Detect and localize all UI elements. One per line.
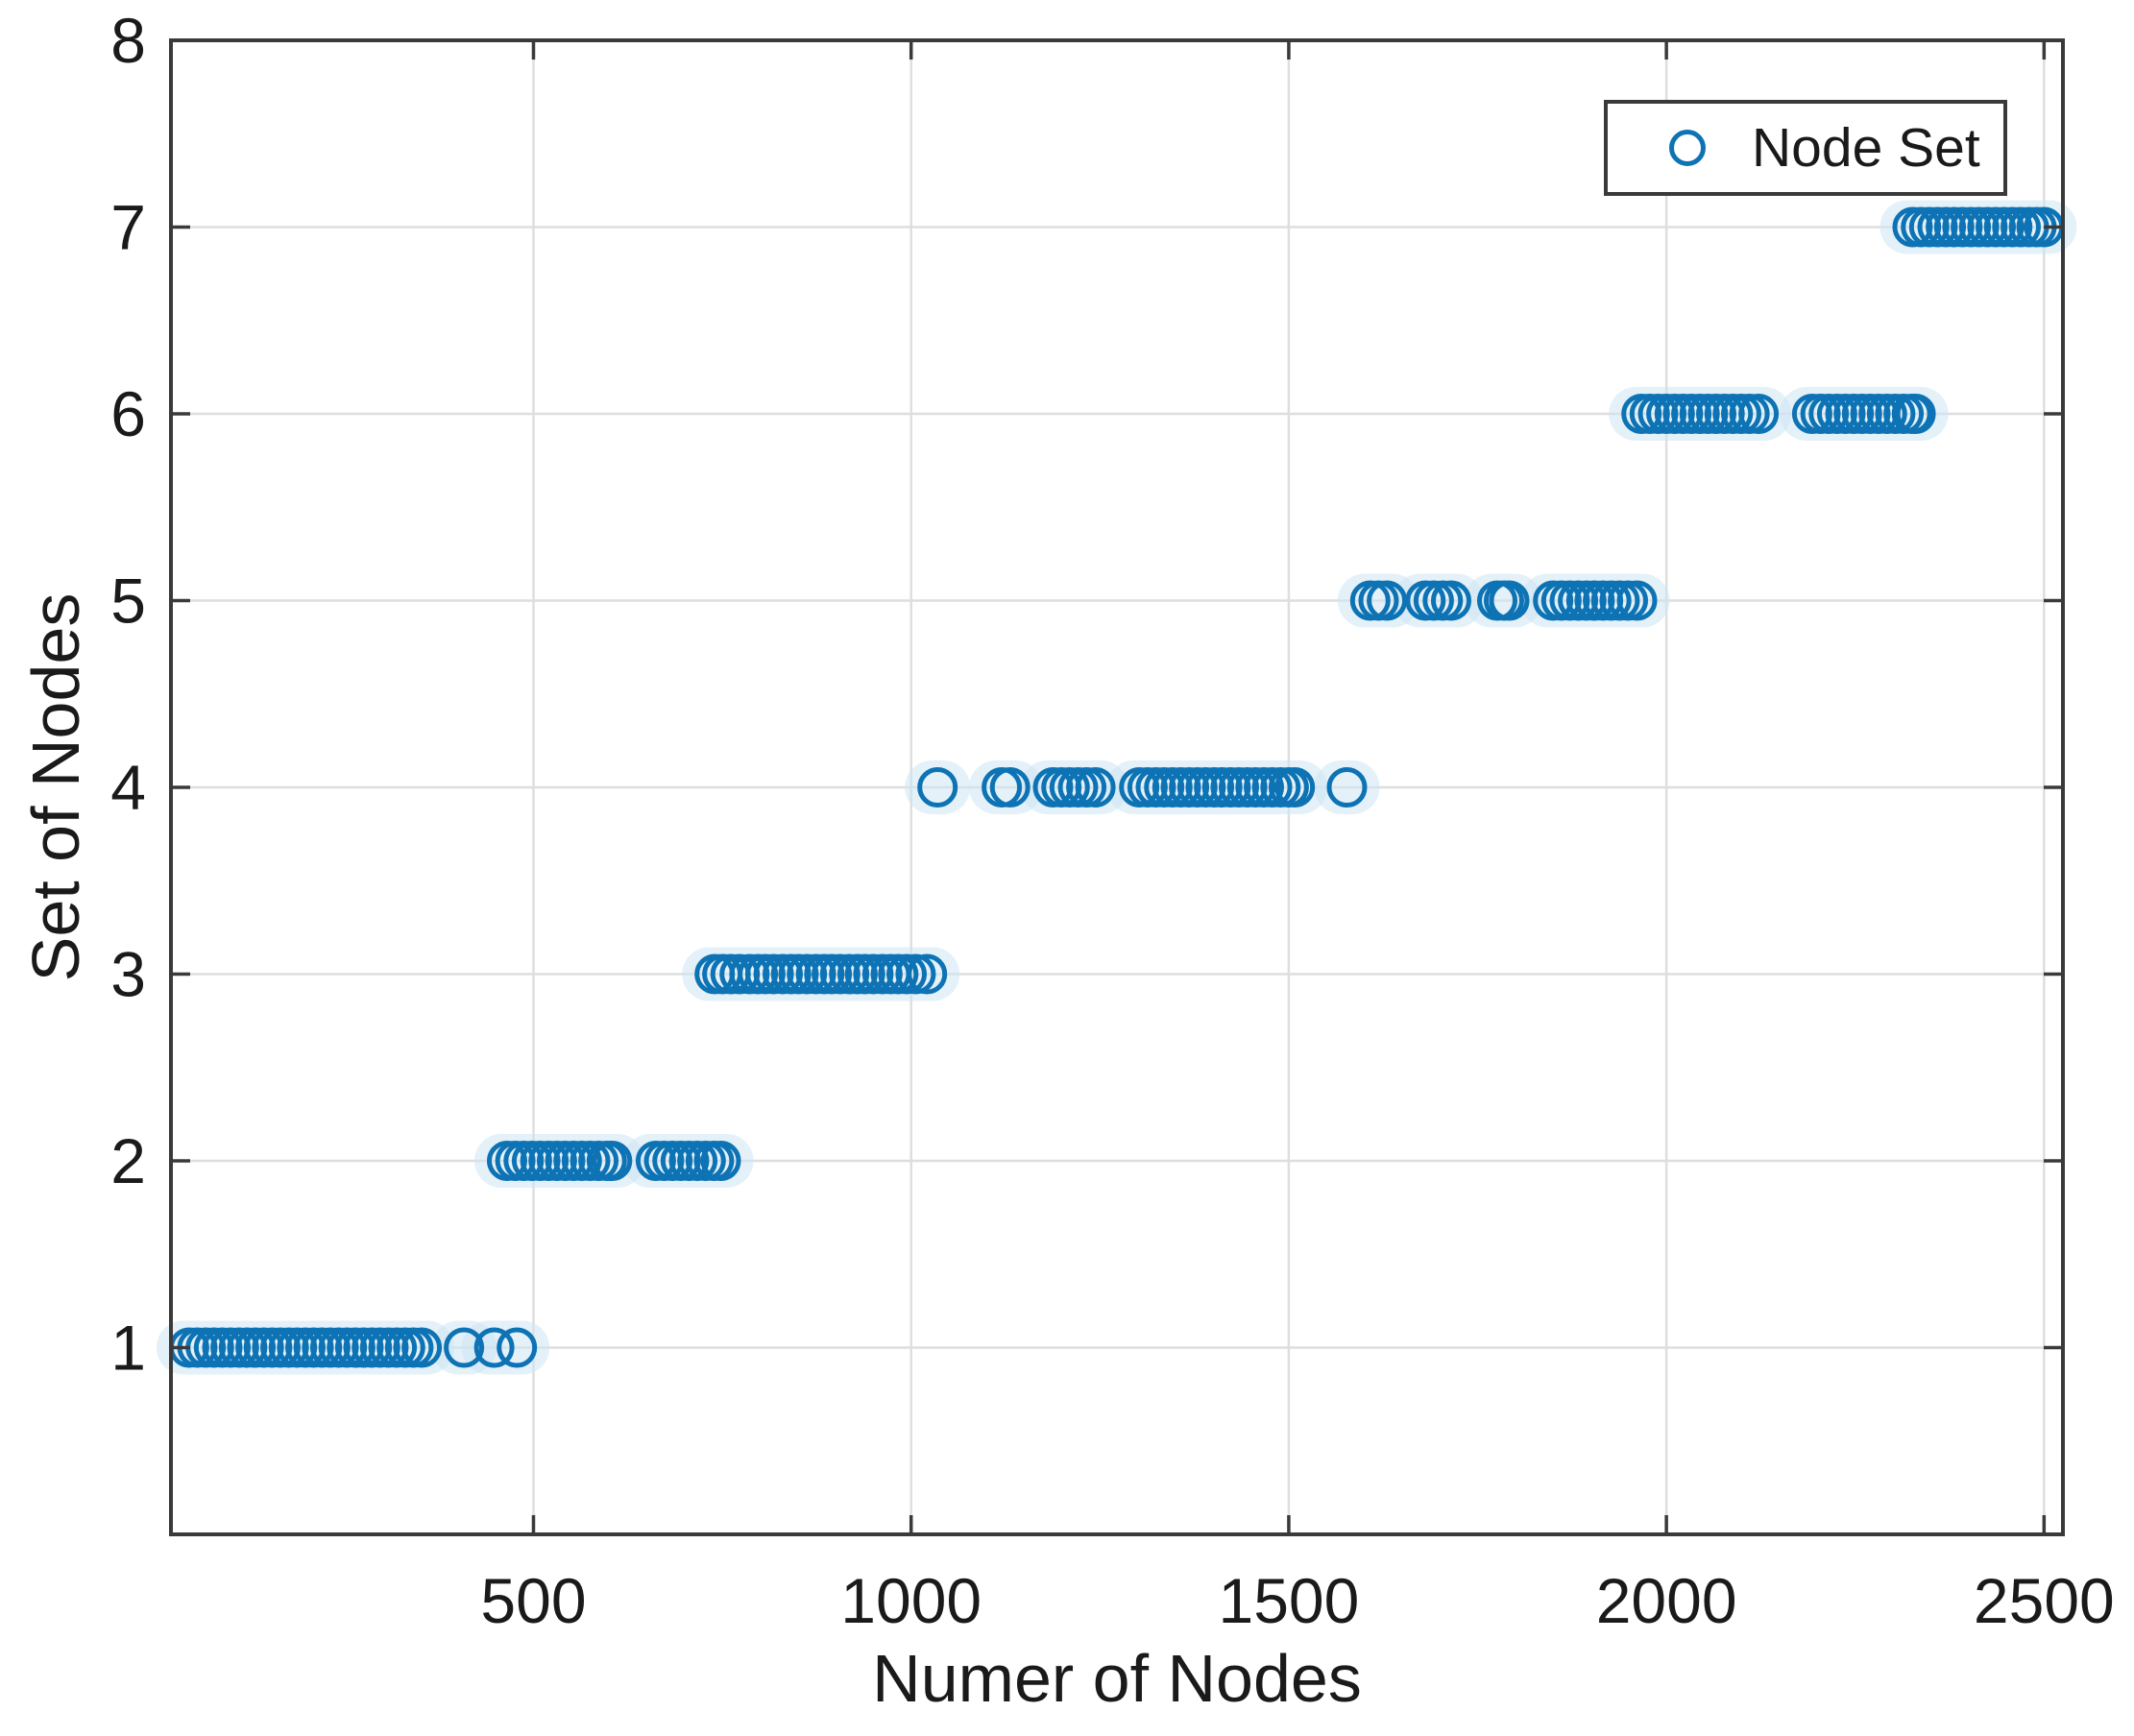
data-point-marker xyxy=(1326,767,1368,808)
data-point-marker xyxy=(895,953,936,995)
band-y6 xyxy=(1621,394,1936,434)
y-tick-labels: 1 2 3 4 5 6 7 8 xyxy=(110,5,146,1384)
data-point-marker xyxy=(1738,394,1780,434)
y-tick-label: 5 xyxy=(110,566,146,637)
legend: Node Set xyxy=(1604,100,2007,196)
y-tick-label: 1 xyxy=(110,1313,146,1384)
band-y4 xyxy=(917,767,1368,808)
y-axis-label: Set of Nodes xyxy=(18,593,93,982)
y-tick-label: 2 xyxy=(110,1125,146,1196)
data-point-marker xyxy=(1616,580,1658,621)
legend-label: Node Set xyxy=(1752,116,1980,179)
y-tick-label: 6 xyxy=(110,378,146,449)
x-tick-labels: 500 1000 1500 2000 2500 xyxy=(480,1565,2114,1636)
data-point-marker xyxy=(592,1141,633,1181)
y-tick-label: 3 xyxy=(110,939,146,1010)
y-tick-label: 7 xyxy=(110,192,146,263)
band-y5 xyxy=(1349,580,1658,621)
data-point-marker xyxy=(1489,580,1530,621)
data-point-marker xyxy=(401,1327,443,1368)
data-point-marker xyxy=(1895,394,1936,434)
y-tick-label: 4 xyxy=(110,752,146,823)
data-point-marker xyxy=(444,1327,485,1368)
x-tick-label: 500 xyxy=(480,1565,586,1636)
x-tick-label: 1000 xyxy=(840,1565,982,1636)
band-y1 xyxy=(168,1327,538,1368)
data-point-marker xyxy=(907,953,948,995)
data-point-marker xyxy=(497,1327,538,1368)
data-point-marker xyxy=(1075,767,1116,808)
plot-render-layer: 500 1000 1500 2000 2500 1 2 3 4 5 6 7 8 xyxy=(110,5,2114,1636)
data-point-marker xyxy=(700,1141,741,1181)
y-tick-label: 8 xyxy=(110,5,146,76)
axis-ticks xyxy=(171,38,2063,1534)
x-tick-label: 2500 xyxy=(1974,1565,2115,1636)
band-y7 xyxy=(1892,206,2065,248)
data-point-marker xyxy=(917,767,958,808)
data-point-marker xyxy=(1367,580,1408,621)
legend-circle-marker-icon xyxy=(1669,130,1706,166)
data-points xyxy=(168,206,2065,1368)
band-y3 xyxy=(694,953,948,995)
band-y2 xyxy=(487,1141,741,1181)
data-point-marker xyxy=(989,767,1031,808)
data-point-marker xyxy=(1274,767,1316,808)
x-tick-label: 2000 xyxy=(1596,1565,1737,1636)
data-point-marker xyxy=(1431,580,1471,621)
data-point-marker xyxy=(473,1327,515,1368)
x-axis-label: Numer of Nodes xyxy=(872,1641,1362,1716)
x-tick-label: 1500 xyxy=(1218,1565,1359,1636)
